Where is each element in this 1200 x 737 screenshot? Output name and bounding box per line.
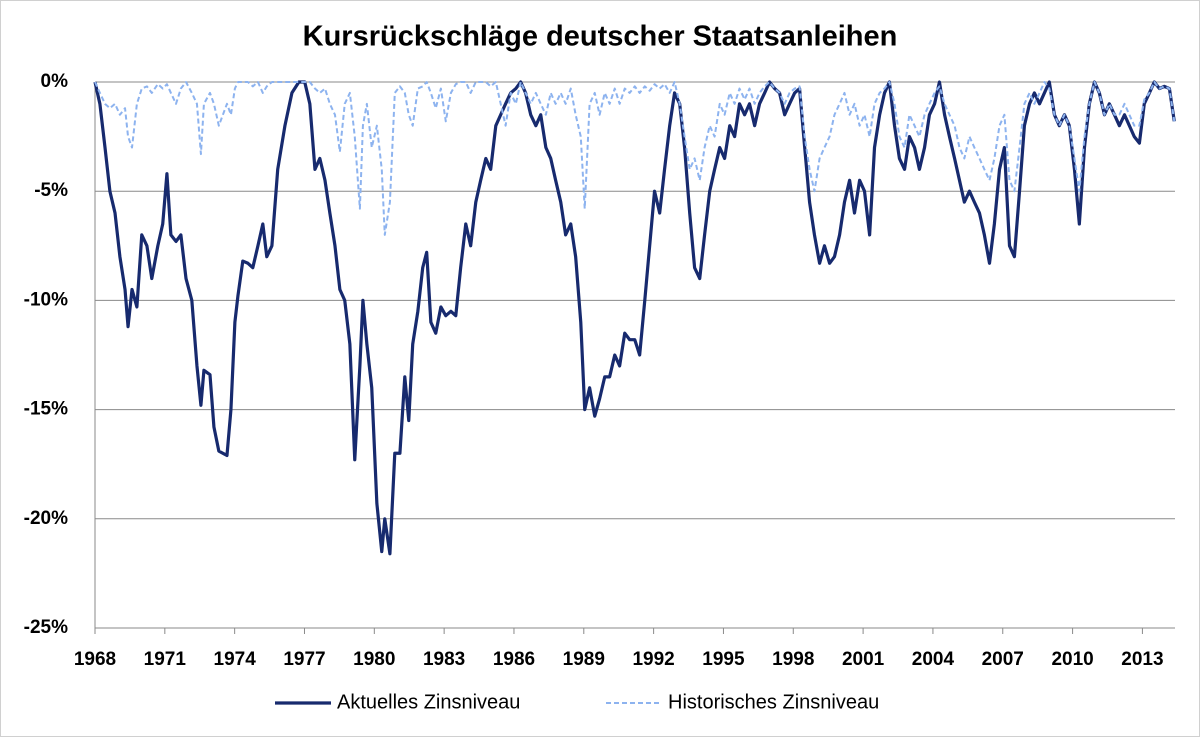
x-tick-label: 1983 [423, 649, 465, 670]
x-tick-label: 2004 [912, 649, 955, 670]
y-tick-label: -15% [24, 399, 68, 420]
x-tick-label: 2013 [1121, 649, 1163, 670]
series-line [93, 80, 1176, 556]
x-tick-label: 2001 [842, 649, 885, 670]
x-tick-label: 1971 [144, 649, 187, 670]
x-tick-label: 2010 [1051, 649, 1093, 670]
chart-title: Kursrückschläge deutscher Staatsanleihen [303, 21, 898, 53]
x-tick-label: 1992 [632, 649, 674, 670]
x-tick-label: 1974 [214, 649, 257, 670]
y-tick-label: -5% [34, 180, 68, 201]
x-tick-label: 1989 [563, 649, 605, 670]
legend-label: Aktuelles Zinsniveau [337, 691, 520, 713]
x-tick-label: 1998 [772, 649, 814, 670]
legend-label: Historisches Zinsniveau [668, 691, 879, 713]
x-tick-label: 1977 [283, 649, 325, 670]
y-tick-label: -25% [24, 617, 68, 638]
y-tick-label: -10% [24, 289, 68, 310]
x-tick-label: 1995 [702, 649, 745, 670]
y-tick-label: 0% [41, 71, 69, 92]
x-tick-label: 1980 [353, 649, 395, 670]
x-tick-label: 2007 [982, 649, 1024, 670]
x-tick-label: 1986 [493, 649, 535, 670]
x-tick-label: 1968 [74, 649, 116, 670]
y-tick-label: -20% [24, 508, 68, 529]
series-line [94, 81, 1176, 236]
